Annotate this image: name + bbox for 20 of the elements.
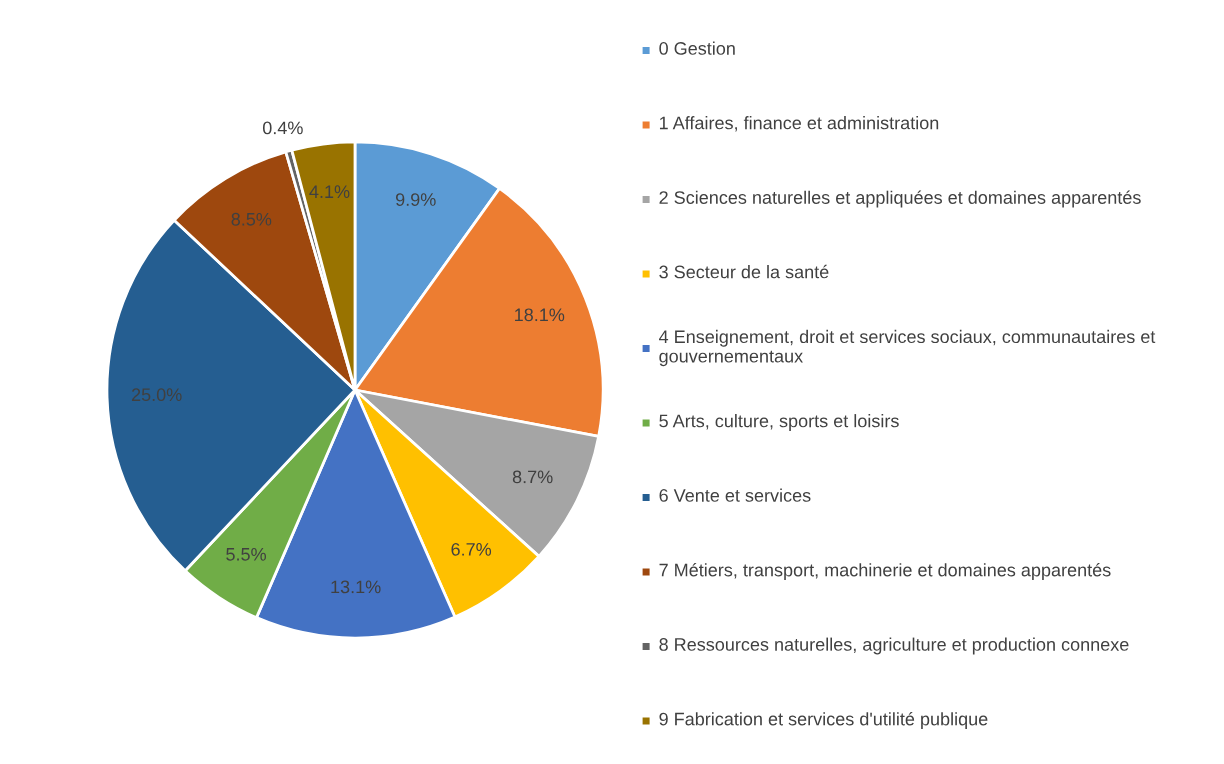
data-label: 6.7% (451, 542, 492, 556)
legend-label: 9 Fabrication et services d'utilité publique (659, 711, 988, 730)
legend-label: 7 Métiers, transport, machinerie et domaines apparentés (659, 562, 1111, 581)
legend-label: 8 Ressources naturelles, agriculture et production connexe (659, 637, 1129, 655)
data-label: 8.5% (231, 212, 272, 226)
data-label: 5.5% (226, 547, 266, 561)
legend-label: 4 Enseignement, droit et services sociaux, communautaires et gouvernementaux (659, 329, 1156, 367)
data-label: 8.7% (512, 470, 553, 484)
data-label: 18.1% (515, 308, 565, 322)
data-label: 25.0% (131, 388, 182, 402)
data-label: 9.9% (396, 193, 436, 206)
data-label: 4.1% (309, 185, 350, 198)
legend-label: 3 Secteur de la santé (659, 264, 829, 279)
legend-label: 6 Vente et services (659, 488, 811, 502)
legend-label: 0 Gestion (659, 41, 735, 55)
legend-label: 2 Sciences naturelles et appliquées et domaines apparentés (659, 190, 1141, 208)
legend-label: 5 Arts, culture, sports et loisirs (659, 414, 899, 431)
data-label: 13.1% (331, 580, 381, 594)
data-label: 0.4% (262, 121, 303, 135)
legend-label: 1 Affaires, finance et administration (659, 116, 939, 132)
